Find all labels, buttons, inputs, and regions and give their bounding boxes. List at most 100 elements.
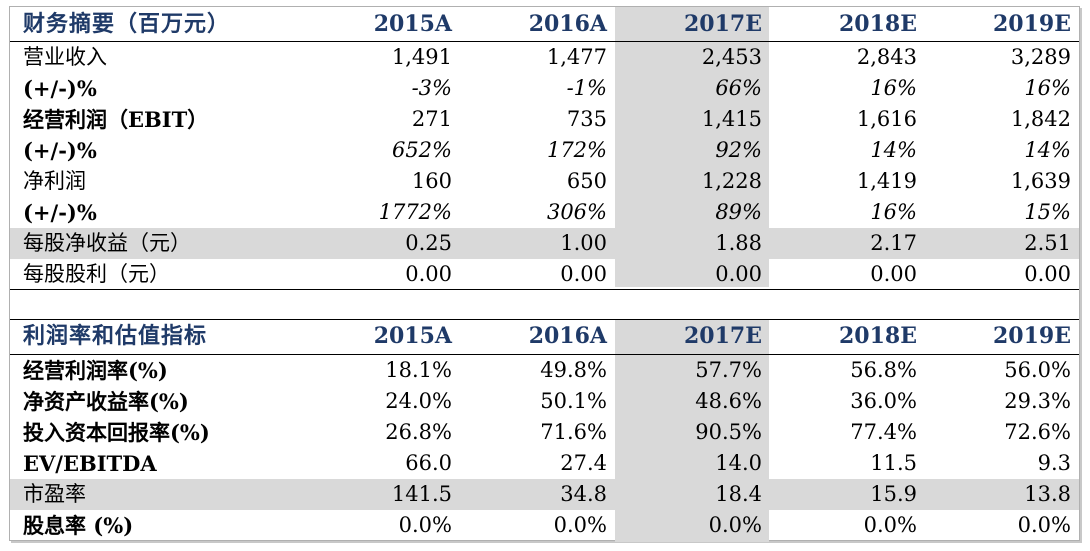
table1-col-2017e: 2017E xyxy=(684,11,762,37)
cell-2017e: 48.6% xyxy=(695,389,762,413)
table-row: 股息率 (%) 0.0% 0.0% 0.0% 0.0% 0.0% xyxy=(10,510,1079,541)
financial-summary-panel: 财务摘要（百万元） 2015A 2016A 2017E 2018E 2019E … xyxy=(9,6,1080,542)
table1-col-2019e: 2019E xyxy=(993,11,1071,37)
cell-2019e: 1,842 xyxy=(1010,107,1071,131)
cell-2019e: 2.51 xyxy=(1024,231,1071,255)
row-label: 每股股利（元） xyxy=(23,262,170,286)
cell-2015a: 26.8% xyxy=(385,420,452,444)
cell-2018e: 15.9 xyxy=(870,482,917,506)
row-label: 净利润 xyxy=(23,169,86,193)
table1-title: 财务摘要（百万元） xyxy=(23,11,231,37)
table-row: (+/-)% -3% -1% 66% 16% 16% xyxy=(10,73,1079,104)
table1-col-2018e: 2018E xyxy=(839,11,917,37)
table-row: 市盈率 141.5 34.8 18.4 15.9 13.8 xyxy=(10,479,1079,510)
table-row: 每股股利（元） 0.00 0.00 0.00 0.00 0.00 xyxy=(10,259,1079,290)
cell-2018e: 56.8% xyxy=(850,358,917,382)
table2-col-2019e: 2019E xyxy=(993,323,1071,349)
cell-2018e: 16% xyxy=(870,200,917,224)
cell-2018e: 0.0% xyxy=(863,513,917,537)
cell-2019e: 14% xyxy=(1024,138,1071,162)
cell-2017e: 66% xyxy=(715,76,762,100)
row-label: EV/EBITDA xyxy=(23,451,157,476)
cell-2018e: 1,616 xyxy=(856,107,917,131)
row-label: (+/-)% xyxy=(23,200,97,225)
cell-2016a: -1% xyxy=(566,76,607,100)
cell-2019e: 0.00 xyxy=(1024,262,1071,286)
cell-2019e: 9.3 xyxy=(1037,451,1071,475)
cell-2015a: 66.0 xyxy=(405,451,452,475)
cell-2017e: 1,415 xyxy=(701,107,762,131)
table2-title: 利润率和估值指标 xyxy=(23,323,208,349)
cell-2016a: 1,477 xyxy=(546,45,607,69)
cell-2017e: 2,453 xyxy=(701,45,762,69)
row-label: 经营利润率(%) xyxy=(23,358,168,383)
cell-2015a: 1,491 xyxy=(391,45,452,69)
table2-top-divider xyxy=(10,319,1079,320)
cell-2015a: 0.0% xyxy=(398,513,452,537)
row-label: 股息率 (%) xyxy=(23,513,134,538)
cell-2017e: 0.00 xyxy=(715,262,762,286)
cell-2018e: 11.5 xyxy=(870,451,917,475)
cell-2017e: 18.4 xyxy=(715,482,762,506)
row-label: 每股净收益（元） xyxy=(23,231,191,255)
cell-2016a: 0.00 xyxy=(560,262,607,286)
cell-2016a: 49.8% xyxy=(540,358,607,382)
table1-header-divider xyxy=(10,41,1079,42)
table2-col-2018e: 2018E xyxy=(839,323,917,349)
row-label: 营业收入 xyxy=(23,45,107,69)
cell-2017e: 89% xyxy=(715,200,762,224)
table1-col-2015a: 2015A xyxy=(373,11,452,37)
cell-2015a: 18.1% xyxy=(385,358,452,382)
table1-bottom-divider xyxy=(10,289,1079,290)
table2-col-2017e: 2017E xyxy=(684,323,762,349)
cell-2016a: 50.1% xyxy=(540,389,607,413)
cell-2017e: 14.0 xyxy=(715,451,762,475)
cell-2015a: 652% xyxy=(391,138,452,162)
table-row: 经营利润率(%) 18.1% 49.8% 57.7% 56.8% 56.0% xyxy=(10,355,1079,386)
cell-2019e: 3,289 xyxy=(1010,45,1071,69)
table2-col-2015a: 2015A xyxy=(373,323,452,349)
cell-2019e: 13.8 xyxy=(1024,482,1071,506)
cell-2015a: 24.0% xyxy=(385,389,452,413)
cell-2018e: 1,419 xyxy=(856,169,917,193)
table-row: 净利润 160 650 1,228 1,419 1,639 xyxy=(10,166,1079,197)
cell-2019e: 15% xyxy=(1024,200,1071,224)
cell-2015a: 0.25 xyxy=(405,231,452,255)
cell-2016a: 735 xyxy=(566,107,607,131)
cell-2017e: 92% xyxy=(715,138,762,162)
cell-2016a: 34.8 xyxy=(560,482,607,506)
cell-2018e: 77.4% xyxy=(850,420,917,444)
cell-2015a: 271 xyxy=(411,107,452,131)
cell-2015a: -3% xyxy=(411,76,452,100)
row-label: 净资产收益率(%) xyxy=(23,389,189,414)
cell-2018e: 14% xyxy=(870,138,917,162)
cell-2019e: 0.0% xyxy=(1017,513,1071,537)
table-row: (+/-)% 652% 172% 92% 14% 14% xyxy=(10,135,1079,166)
row-label: 市盈率 xyxy=(23,482,86,506)
cell-2015a: 160 xyxy=(411,169,452,193)
table-row: 每股净收益（元） 0.25 1.00 1.88 2.17 2.51 xyxy=(10,228,1079,259)
cell-2015a: 141.5 xyxy=(391,482,452,506)
cell-2016a: 71.6% xyxy=(540,420,607,444)
table1-header-row: 财务摘要（百万元） 2015A 2016A 2017E 2018E 2019E xyxy=(10,9,1079,40)
cell-2015a: 0.00 xyxy=(405,262,452,286)
cell-2017e: 0.0% xyxy=(708,513,762,537)
table-row: 净资产收益率(%) 24.0% 50.1% 48.6% 36.0% 29.3% xyxy=(10,386,1079,417)
cell-2016a: 306% xyxy=(546,200,607,224)
cell-2019e: 1,639 xyxy=(1010,169,1071,193)
cell-2016a: 650 xyxy=(566,169,607,193)
table-row: 营业收入 1,491 1,477 2,453 2,843 3,289 xyxy=(10,42,1079,73)
cell-2017e: 90.5% xyxy=(695,420,762,444)
cell-2016a: 0.0% xyxy=(553,513,607,537)
table2-col-2016a: 2016A xyxy=(528,323,607,349)
cell-2019e: 29.3% xyxy=(1004,389,1071,413)
cell-2019e: 16% xyxy=(1024,76,1071,100)
cell-2018e: 0.00 xyxy=(870,262,917,286)
table2-header-row: 利润率和估值指标 2015A 2016A 2017E 2018E 2019E xyxy=(10,321,1079,352)
cell-2016a: 172% xyxy=(546,138,607,162)
cell-2019e: 56.0% xyxy=(1004,358,1071,382)
cell-2017e: 1.88 xyxy=(715,231,762,255)
cell-2018e: 2.17 xyxy=(870,231,917,255)
cell-2017e: 1,228 xyxy=(701,169,762,193)
table2-header-divider xyxy=(10,354,1079,355)
